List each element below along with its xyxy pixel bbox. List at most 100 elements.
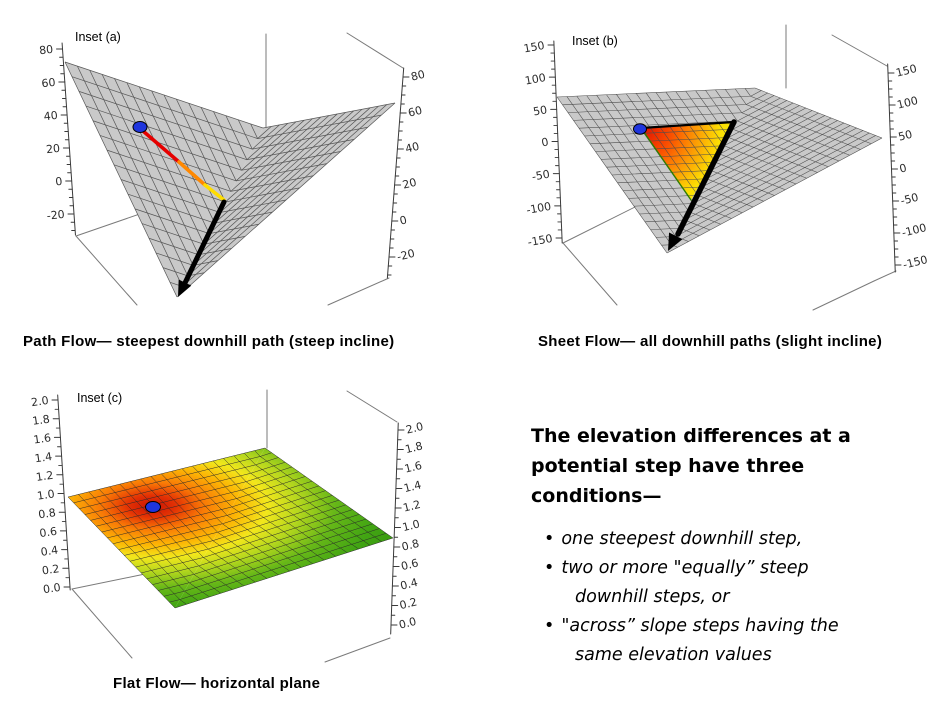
axis-tick-label: 100 [524,71,547,87]
mesh-line [174,537,394,609]
start-point-marker [132,121,148,133]
axis-tick-label: 1.4 [34,450,53,465]
arrow-head [178,279,192,297]
mesh-line [200,107,327,182]
axis-tick-label: 1.8 [31,413,50,428]
axis-tick-label: 0 [55,175,63,189]
box-edge [71,588,133,659]
axis-tick-label: 1.2 [402,498,422,515]
mesh-line [163,528,380,597]
list-item: • "across” slope steps having the same el… [531,612,879,670]
axis-tick-label: -150 [902,253,929,272]
axis-tick-label: -100 [900,221,927,240]
flow-arrow [668,119,737,251]
axis-tick-label: -150 [527,232,554,249]
z-axis-left: 80 60 40 20 0 -20 [39,42,76,236]
axis-tick-label: 80 [39,43,54,57]
axis-tick-label: 0.4 [40,543,59,558]
mesh-line [262,102,396,129]
inset-c-plot: 2.0 1.8 1.6 1.4 1.2 1.0 0.8 0.6 0.4 0.2 0.0 2.0 1.8 1… [30,389,425,663]
axis-line [57,394,71,591]
axis-tick-label: -50 [899,191,920,208]
mesh-line [202,463,325,561]
mesh-line [67,447,266,498]
axis-tick-label: 0.0 [398,615,418,632]
surface-facet [175,448,393,608]
list-item: • two or more "equally” steep downhill st… [531,554,879,612]
mesh-line [124,495,333,556]
mesh-line [171,471,290,572]
box-edge [831,34,888,67]
box-edge [71,573,146,590]
axis-tick-label: 150 [895,62,919,80]
mesh-line [225,115,355,161]
path-segment [177,160,207,187]
axis-tick-label: 0.6 [400,556,420,573]
bullet-text: one steepest downhill step, [561,529,803,549]
axis-tick-label: 0.2 [398,595,418,612]
mesh-line [725,89,850,156]
inset-c-caption: Flat Flow— horizontal plane [113,675,321,692]
surface-facet [667,88,882,253]
axis-tick-label: 1.6 [403,459,423,476]
conditions-list: • one steepest downhill step, • two or mor… [531,525,879,670]
box-edge [562,242,618,306]
axis-tick-label: -20 [46,208,65,223]
mesh-line [264,447,394,539]
z-axis-left: 150 100 50 0 -50 -100 -150 [523,39,563,249]
path-segment [203,183,226,202]
axis-tick-label: 0.2 [41,562,60,577]
mesh-line [254,450,382,542]
sheet-top-edge [639,120,736,130]
inset-c-label: Inset (c) [77,391,123,405]
mesh-line [129,499,340,562]
axis-tick-label: 20 [401,176,418,192]
axis-tick-label: 0.6 [39,525,58,540]
surface-facet [68,448,265,608]
axis-tick-label: 1.4 [402,478,422,495]
mesh-line [146,514,360,580]
axis-line [61,42,76,236]
arrow-shaft [675,119,737,237]
inset-b-plot: 150 100 50 0 -50 -100 -150 150 100 50 0 -50 -100 -150 [523,24,929,311]
inset-a-caption: Path Flow— steepest downhill path (steep… [23,333,395,350]
steepest-path [141,129,226,202]
axis-tick-label: 40 [404,140,421,156]
box-edge [346,390,398,423]
box-edge [327,277,390,306]
mesh-line [169,533,387,603]
axis-tick-label: 1.6 [33,431,52,446]
box-edge [812,280,875,311]
z-axis-right: 2.0 1.8 1.6 1.4 1.2 1.0 0.8 0.6 0.4 0.2 0.0 [390,420,425,635]
axis-tick-label: 2.0 [30,394,49,409]
axis-line [390,422,399,635]
inset-b-caption: Sheet Flow— all downhill paths (slight i… [538,333,883,350]
bullet-text: "across” slope steps having the same ele… [561,616,839,665]
mesh-line [188,103,314,192]
axis-tick-label: 40 [43,109,58,123]
box-edge [346,32,404,69]
sheet-left-edge [640,127,692,201]
box-edge [873,270,897,282]
inset-a-plot: 80 60 40 20 0 -20 80 60 40 20 0 -20 [39,32,427,306]
z-axis-right: 80 60 40 20 0 -20 [386,67,427,279]
mesh-line [176,102,396,298]
axis-tick-label: 80 [410,68,427,84]
arrow-head [668,232,683,251]
axis-tick-label: 0 [398,213,408,227]
bullet-marker: • [544,558,555,578]
box-edge [75,235,138,306]
mesh-line [141,509,353,574]
mesh-line [744,88,872,145]
surface-mesh [67,447,394,609]
box-edge [324,637,391,663]
axis-tick-label: -20 [396,247,417,264]
axis-tick-label: 0.8 [37,506,56,521]
mesh-line [666,137,883,254]
axis-tick-label: 20 [45,142,60,156]
axis-tick-label: 150 [523,39,546,55]
axis-tick-label: 0.8 [400,537,420,554]
mesh-line [212,460,336,557]
z-axis-left: 2.0 1.8 1.6 1.4 1.2 1.0 0.8 0.6 0.4 0.2 0.0 [30,394,71,596]
mesh-line [715,89,840,162]
